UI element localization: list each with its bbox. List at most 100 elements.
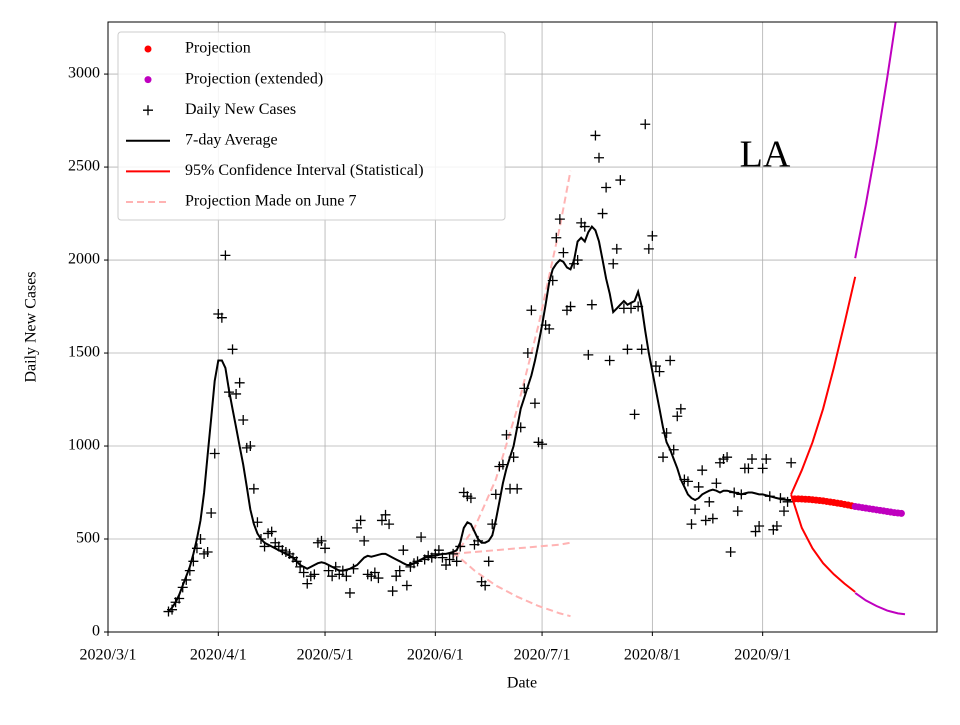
daily-case-marker — [704, 496, 715, 507]
daily-case-marker — [206, 507, 217, 518]
daily-case-marker — [376, 515, 387, 526]
legend: Projection Projection (extended) Daily New… — [117, 31, 506, 221]
daily-case-marker — [394, 565, 405, 576]
annotation: LA — [740, 134, 791, 176]
daily-case-marker — [537, 439, 548, 450]
ci-lower-line — [790, 494, 856, 593]
daily-case-marker — [551, 232, 562, 243]
daily-case-marker — [761, 454, 772, 465]
daily-case-marker — [554, 214, 565, 225]
x-tick-label: 2020/5/1 — [297, 647, 354, 664]
daily-case-marker — [195, 534, 206, 545]
daily-case-marker — [647, 230, 658, 241]
daily-case-marker — [626, 303, 637, 314]
legend-label: Daily New Cases — [185, 101, 296, 118]
daily-case-marker — [412, 556, 423, 567]
daily-case-marker — [779, 506, 790, 517]
june7-lower-line — [452, 551, 571, 618]
daily-case-marker — [586, 299, 597, 310]
daily-case-marker — [672, 411, 683, 422]
daily-case-marker — [526, 305, 537, 316]
daily-case-marker — [433, 545, 444, 556]
daily-case-marker — [754, 520, 765, 531]
daily-case-marker — [590, 130, 601, 141]
daily-case-marker — [750, 526, 761, 537]
daily-case-marker — [473, 535, 484, 546]
legend-label: Projection Made on June 7 — [185, 193, 357, 210]
daily-case-marker — [373, 573, 384, 584]
x-tick-label: 2020/6/1 — [407, 647, 464, 664]
y-tick-label: 2500 — [68, 158, 100, 175]
daily-case-marker — [483, 556, 494, 567]
daily-case-marker — [722, 452, 733, 463]
daily-case-marker — [480, 580, 491, 591]
daily-case-marker — [181, 574, 192, 585]
daily-case-marker — [565, 301, 576, 312]
daily-case-marker — [512, 483, 523, 494]
y-tick-label: 1500 — [68, 344, 100, 361]
daily-case-marker — [238, 414, 249, 425]
daily-case-marker — [658, 452, 669, 463]
legend-label: Projection — [185, 40, 251, 57]
daily-case-marker — [337, 565, 348, 576]
daily-case-marker — [387, 586, 398, 597]
daily-case-marker — [654, 366, 665, 377]
daily-case-marker — [369, 567, 380, 578]
axes-frame — [107, 21, 938, 633]
daily-case-marker — [736, 489, 747, 500]
daily-case-marker — [697, 465, 708, 476]
daily-case-marker — [601, 182, 612, 193]
daily-case-marker — [643, 243, 654, 254]
daily-case-marker — [508, 452, 519, 463]
daily-case-marker — [690, 504, 701, 515]
axes: 0 500 1000 1500 2000 2500 3000 2020/3/1 2020/4/1… — [68, 65, 791, 664]
daily-case-marker — [220, 250, 231, 261]
daily-case-marker — [487, 519, 498, 530]
y-tick-label: 0 — [92, 623, 100, 640]
daily-case-marker — [629, 409, 640, 420]
daily-case-marker — [316, 535, 327, 546]
daily-case-marker — [650, 361, 661, 372]
daily-case-marker — [593, 152, 604, 163]
daily-case-marker — [184, 565, 195, 576]
daily-case-marker — [266, 526, 277, 537]
x-tick-label: 2020/8/1 — [624, 647, 681, 664]
daily-case-marker — [608, 258, 619, 269]
daily-case-marker — [771, 520, 782, 531]
daily-case-marker — [746, 454, 757, 465]
daily-case-marker — [323, 565, 334, 576]
daily-case-marker — [693, 481, 704, 492]
legend-marker — [143, 105, 153, 116]
daily-case-marker — [341, 571, 352, 582]
daily-case-marker — [245, 441, 256, 452]
june7-upper-line — [452, 170, 572, 559]
daily-case-marker — [380, 509, 391, 520]
daily-case-marker — [597, 208, 608, 219]
daily-case-marker — [451, 556, 462, 567]
x-tick-label: 2020/3/1 — [80, 647, 137, 664]
daily-case-marker — [302, 578, 313, 589]
daily-case-marker — [216, 312, 227, 323]
daily-case-marker — [174, 593, 185, 604]
daily-case-marker — [359, 535, 370, 546]
daily-case-marker — [640, 119, 651, 130]
daily-case-marker — [444, 554, 455, 565]
legend-label: 7-day Average — [185, 131, 278, 148]
daily-case-marker — [295, 561, 306, 572]
y-tick-label: 500 — [76, 530, 100, 547]
daily-case-marker — [636, 344, 647, 355]
daily-case-marker — [729, 487, 740, 498]
daily-case-marker — [291, 556, 302, 567]
daily-case-marker — [298, 567, 309, 578]
legend-box — [117, 31, 506, 221]
daily-case-marker — [558, 247, 569, 258]
daily-case-marker — [725, 547, 736, 558]
x-tick-label: 2020/4/1 — [190, 647, 247, 664]
daily-case-marker — [544, 323, 555, 334]
daily-case-marker — [355, 515, 366, 526]
daily-case-marker — [700, 515, 711, 526]
daily-case-marker — [501, 429, 512, 440]
daily-case-marker — [497, 459, 508, 470]
